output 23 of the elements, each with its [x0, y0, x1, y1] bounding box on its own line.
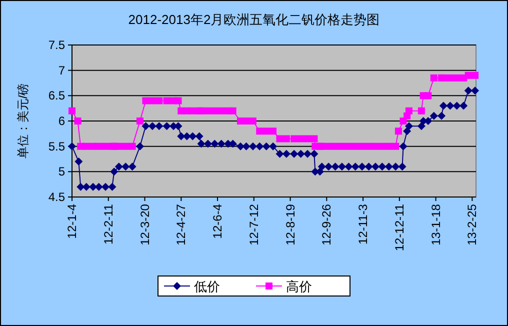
x-tick-label: 12-7-12 [246, 204, 261, 246]
x-tick-label: 13-2-25 [465, 204, 480, 246]
x-tick-label: 12-2-11 [101, 204, 116, 244]
legend-label: 高价 [286, 279, 312, 294]
y-tick-label: 5.5 [48, 139, 66, 154]
x-tick-label: 12-6-4 [210, 204, 225, 239]
x-tick-label: 12-8-19 [283, 204, 298, 246]
x-tick-label: 13-1-18 [428, 204, 443, 246]
x-tick-label: 12-12-11 [392, 204, 406, 252]
y-tick-label: 7 [58, 63, 66, 78]
y-tick-label: 6 [58, 114, 66, 128]
y-axis-title: 单位：美元/磅 [16, 83, 30, 159]
y-tick-label: 4.5 [48, 190, 66, 204]
y-tick-label: 6.5 [48, 88, 66, 103]
x-tick-label: 12-4-27 [174, 204, 188, 246]
chart-title: 2012-2013年2月欧洲五氧化二钒价格走势图 [128, 12, 380, 27]
y-tick-label: 5 [58, 164, 66, 179]
legend-label: 低价 [194, 279, 220, 294]
y-tick-label: 7.5 [48, 38, 66, 52]
x-tick-label: 12-9-26 [320, 204, 334, 246]
x-tick-label: 12-1-4 [65, 204, 79, 239]
x-tick-label: 12-11-3 [356, 204, 370, 244]
x-tick-label: 12-3-20 [138, 204, 152, 246]
